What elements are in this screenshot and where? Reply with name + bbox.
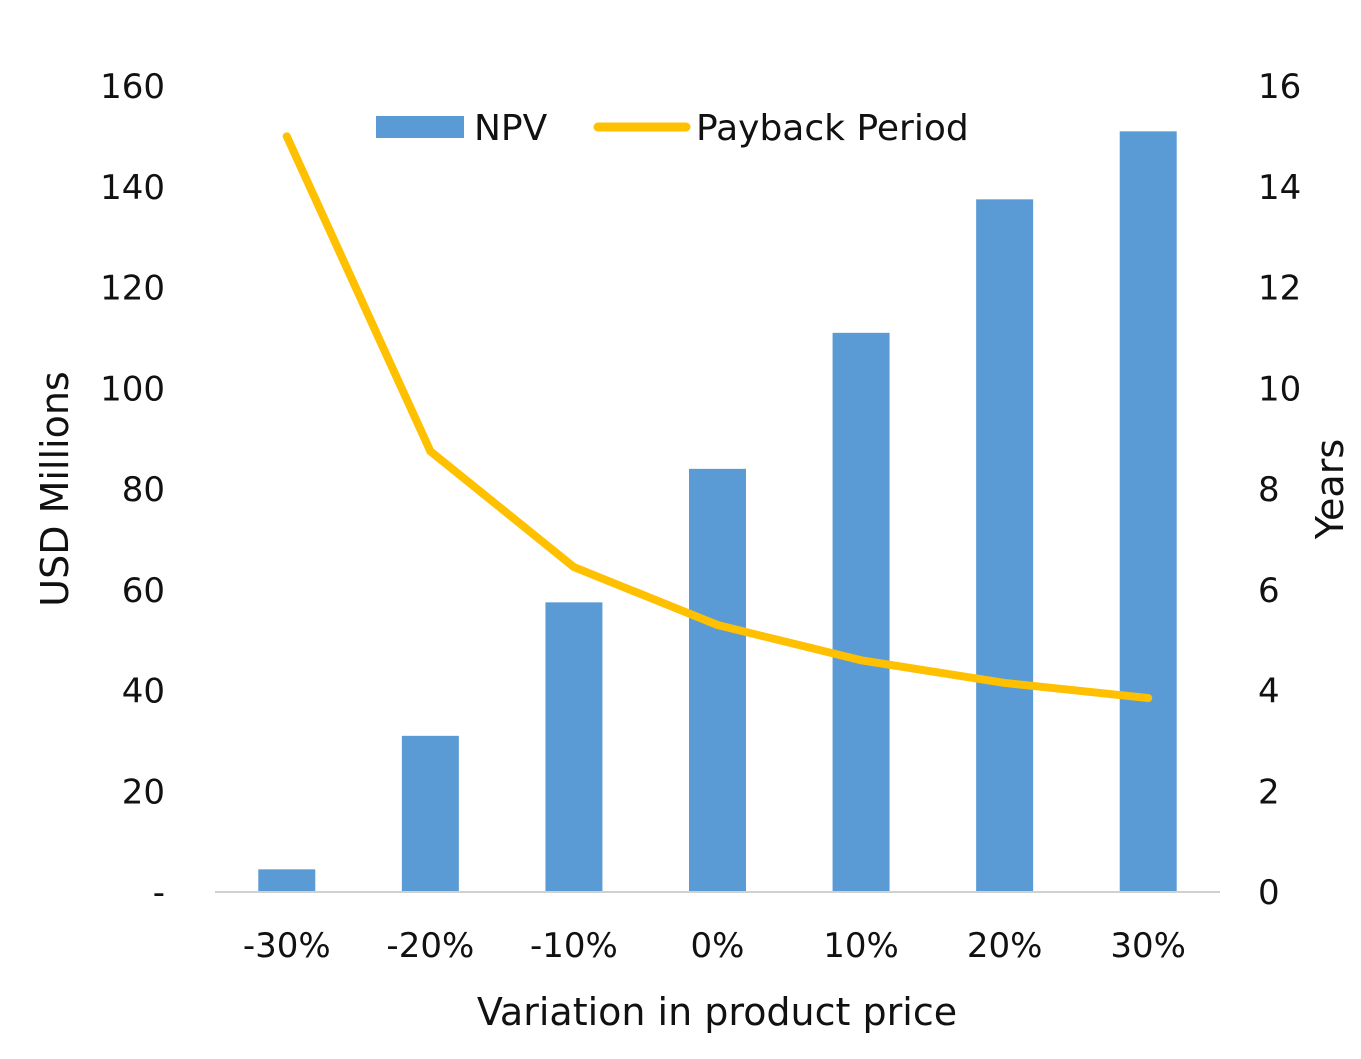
x-tick-label-0: -30%	[243, 926, 331, 966]
y2-tick-label-1: 2	[1258, 772, 1280, 812]
right-axis-ticks: 0 2 4 6 8 10 12 14 16	[1258, 67, 1301, 913]
point-payback-period-1	[426, 447, 435, 456]
x-tick-label-3: 0%	[691, 926, 745, 966]
bar-npv-6	[1119, 131, 1177, 892]
legend-swatch-npv	[376, 116, 464, 138]
x-tick-label-5: 20%	[967, 926, 1043, 966]
x-axis-ticks: -30% -20% -10% 0% 10% 20% 30%	[243, 926, 1186, 966]
y2-axis-title: Years	[1308, 439, 1352, 540]
x-tick-label-4: 10%	[823, 926, 899, 966]
x-tick-label-1: -20%	[386, 926, 474, 966]
x-axis-title: Variation in product price	[477, 990, 957, 1034]
plot-area	[215, 131, 1220, 893]
y2-tick-label-0: 0	[1258, 873, 1280, 913]
y-tick-label-1: 20	[122, 772, 165, 812]
y-tick-label-0: -	[153, 873, 165, 913]
y-tick-label-4: 80	[122, 470, 165, 510]
legend: NPV Payback Period	[376, 108, 969, 149]
bar-npv-1	[401, 735, 459, 892]
bar-npv-4	[832, 332, 890, 892]
point-payback-period-6	[1144, 694, 1153, 703]
legend-label-npv: NPV	[474, 108, 548, 149]
bar-npv-0	[258, 869, 316, 892]
point-payback-period-4	[857, 656, 866, 665]
y2-tick-label-3: 6	[1258, 571, 1280, 611]
y2-tick-label-6: 12	[1258, 269, 1301, 309]
x-tick-label-6: 30%	[1110, 926, 1186, 966]
y-tick-label-6: 120	[100, 269, 165, 309]
point-payback-period-5	[1000, 678, 1009, 687]
y2-tick-label-5: 10	[1258, 369, 1301, 409]
x-tick-label-2: -10%	[530, 926, 618, 966]
y-tick-label-2: 40	[122, 672, 165, 712]
y2-tick-label-8: 16	[1258, 67, 1301, 107]
y-tick-label-3: 60	[122, 571, 165, 611]
y2-tick-label-7: 14	[1258, 168, 1301, 208]
point-payback-period-3	[713, 621, 722, 630]
legend-label-payback-period: Payback Period	[696, 108, 969, 149]
bar-npv-3	[689, 468, 746, 892]
y2-tick-label-4: 8	[1258, 470, 1280, 510]
y-tick-label-8: 160	[100, 67, 165, 107]
y2-tick-label-2: 4	[1258, 672, 1280, 712]
point-payback-period-2	[569, 563, 578, 572]
y-axis-title: USD Millions	[33, 371, 77, 606]
bar-npv-5	[976, 199, 1034, 892]
bar-npv-2	[545, 602, 603, 892]
point-payback-period-0	[282, 132, 291, 141]
y-tick-label-7: 140	[100, 168, 165, 208]
y-tick-label-5: 100	[100, 369, 165, 409]
left-axis-ticks: - 20 40 60 80 100 120 140 160	[100, 67, 165, 913]
